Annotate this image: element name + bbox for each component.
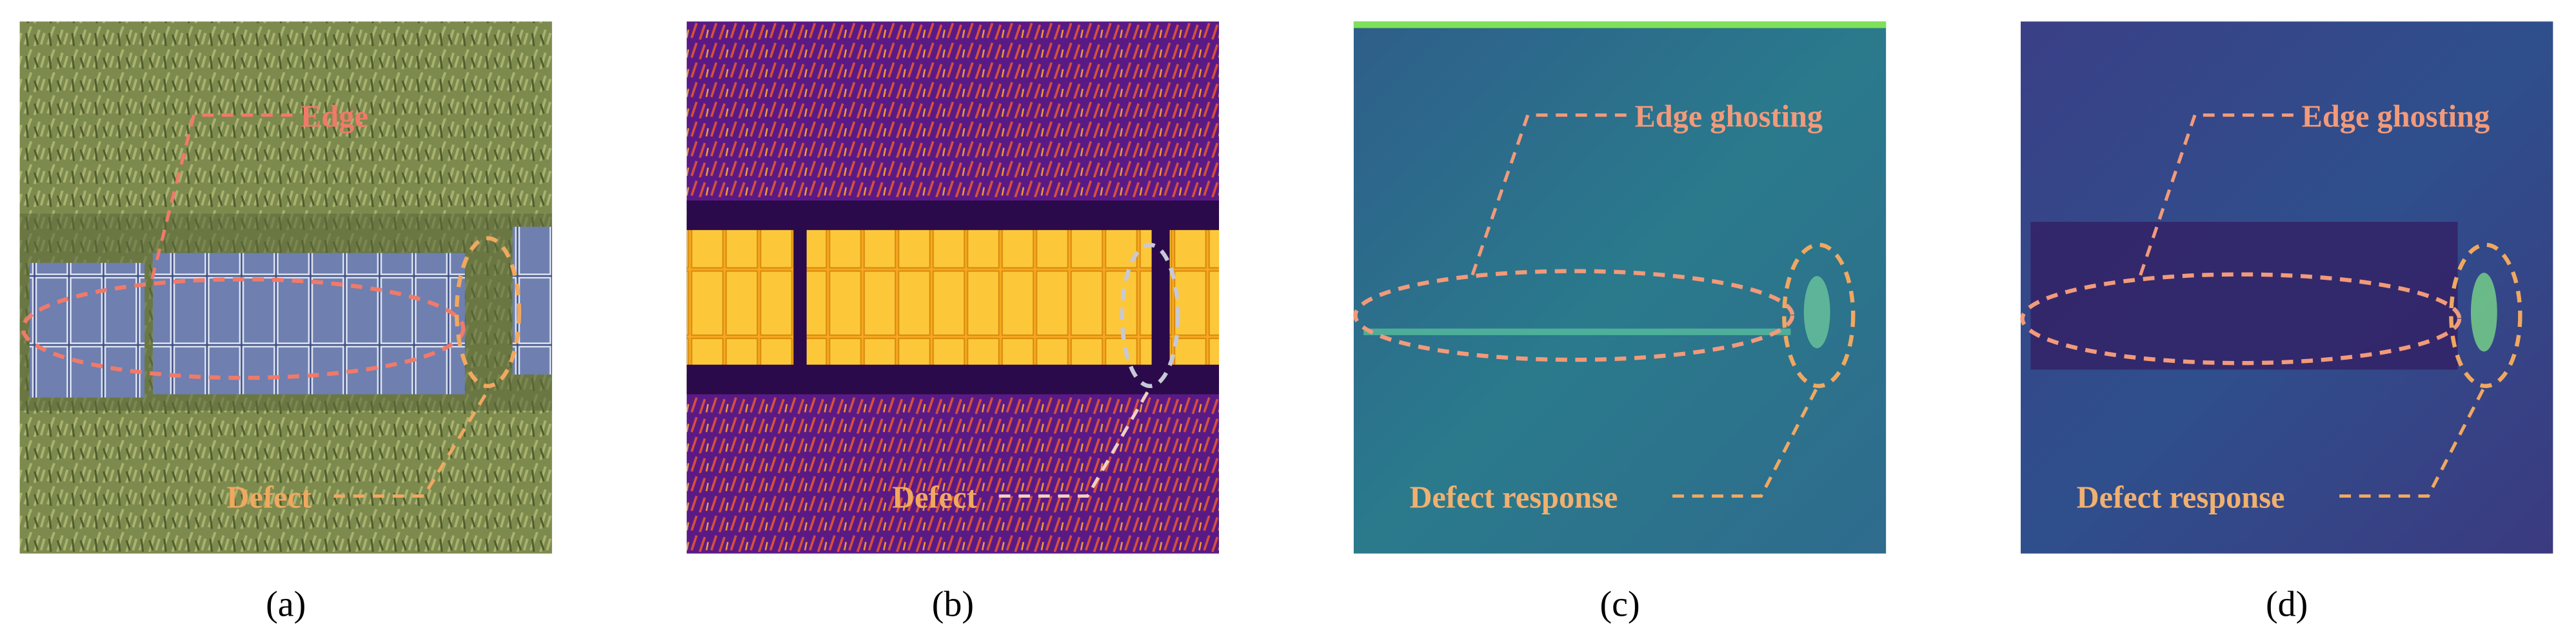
solar-panel — [152, 253, 465, 395]
annotation: Defect response — [2077, 480, 2285, 514]
hot-panel — [686, 229, 794, 365]
panel-a: Edge Defect (a) — [19, 21, 552, 624]
leader-line — [998, 387, 1152, 498]
panel-label: (b) — [932, 584, 974, 624]
defect-response — [2470, 273, 2497, 352]
annotation: Edge ghosting — [2302, 99, 2490, 133]
top-edge — [1353, 21, 1887, 28]
defect-ellipse — [1120, 242, 1180, 389]
edge-response — [1363, 328, 1791, 335]
defect-ellipse — [1782, 242, 1856, 389]
panel-label: (d) — [2266, 584, 2308, 624]
panel-label: (c) — [1600, 584, 1640, 624]
leader-line — [2137, 113, 2294, 280]
defect-ellipse — [2449, 242, 2522, 389]
panel-label: (a) — [266, 584, 306, 624]
edge-ellipse — [1353, 269, 1795, 362]
leader-line — [1672, 387, 1819, 498]
response-map — [1353, 21, 1887, 554]
panel-b: Defect (b) — [686, 21, 1220, 624]
leader-line — [1470, 113, 1627, 277]
leader-line — [333, 387, 491, 498]
annotation: Defect — [227, 480, 312, 514]
leader-line — [149, 113, 293, 283]
annotation: Edge — [301, 99, 368, 133]
panel-shadow — [2030, 222, 2458, 370]
solar-panel — [512, 226, 552, 375]
edge-ellipse — [2020, 272, 2462, 366]
solar-panel — [29, 262, 145, 398]
annotation: Defect response — [1409, 480, 1618, 514]
leader-line — [2339, 387, 2486, 498]
annotation: Edge ghosting — [1634, 99, 1823, 133]
panel-d: Edge ghosting Defect response (d) — [2020, 21, 2553, 624]
edge-ellipse — [21, 277, 466, 380]
defect-response — [1803, 276, 1830, 349]
hot-panel — [806, 229, 1152, 365]
defect-ellipse — [454, 236, 522, 389]
panel-c: Edge ghosting Defect response (c) — [1353, 21, 1887, 624]
annotation: Defect — [892, 480, 977, 514]
